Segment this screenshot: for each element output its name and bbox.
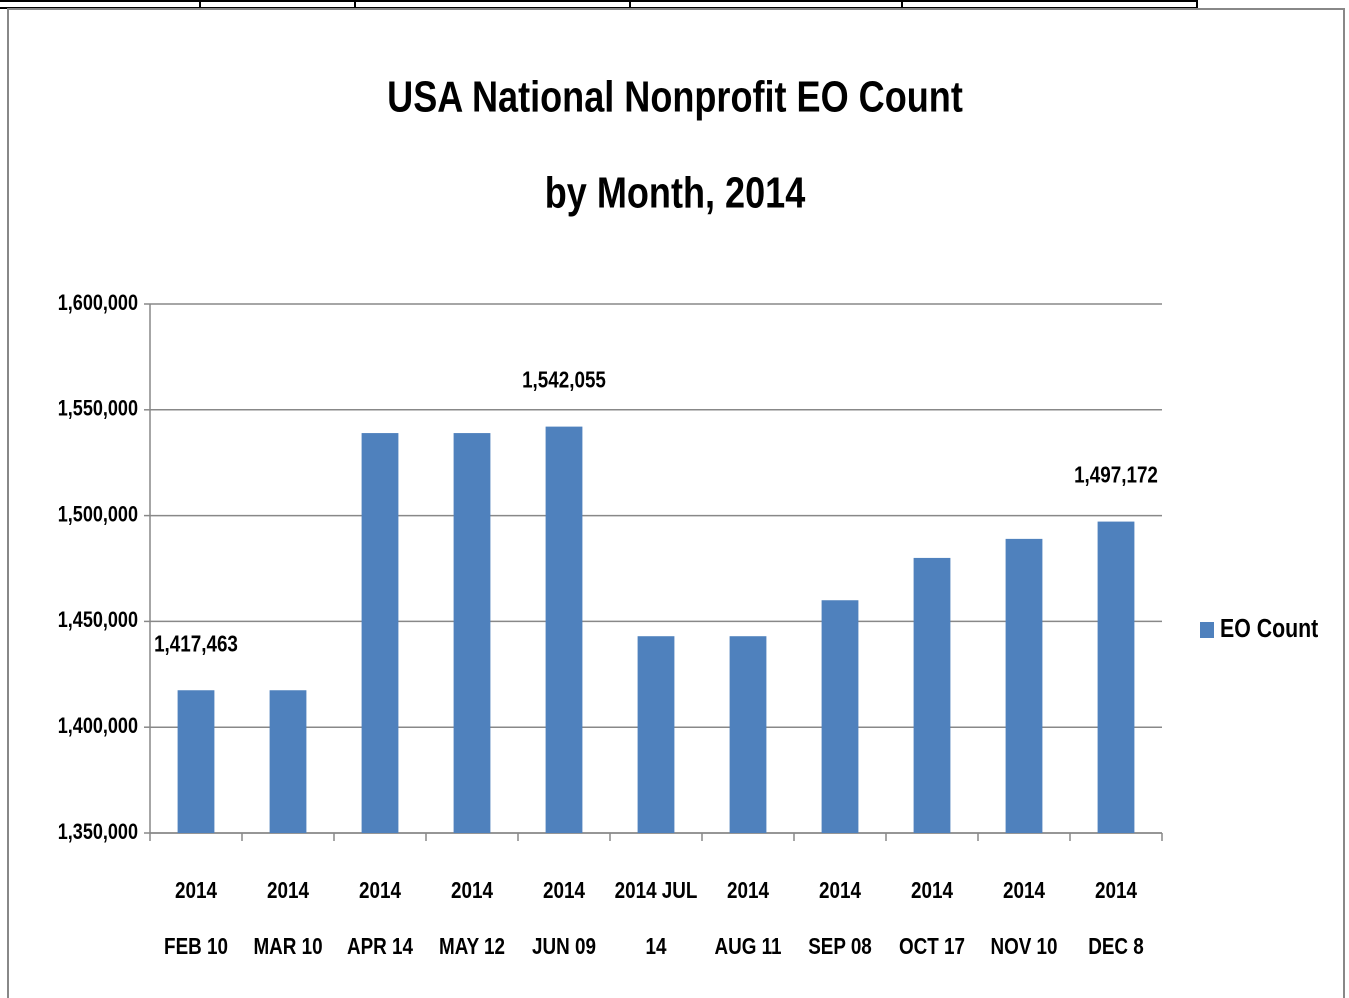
label-group: 14	[646, 934, 667, 959]
label-group: OCT 17	[899, 934, 965, 959]
bar	[1097, 521, 1135, 833]
label-group: 2014	[175, 878, 217, 903]
x-tick-label: 2014	[727, 878, 769, 903]
label-group: 1,497,172	[1074, 463, 1158, 488]
x-tick-label: MAR 10	[253, 934, 322, 959]
bar	[177, 690, 215, 833]
y-tick-label: 1,350,000	[58, 820, 138, 844]
label-group: 1,350,000	[58, 820, 138, 844]
x-tick-label: 2014 JUL	[615, 878, 698, 903]
data-label: 1,417,463	[154, 632, 238, 657]
label-group: JUN 09	[532, 934, 596, 959]
x-tick-label: 2014	[1003, 878, 1045, 903]
x-tick-label: 2014	[175, 878, 217, 903]
label-group: FEB 10	[164, 934, 228, 959]
x-tick-label: 2014	[451, 878, 493, 903]
x-tick-label: MAY 12	[439, 934, 505, 959]
x-tick-label: 2014	[1095, 878, 1137, 903]
label-group: 2014	[1003, 878, 1045, 903]
x-tick-label: FEB 10	[164, 934, 228, 959]
label-group: AUG 11	[714, 934, 781, 959]
table-lines	[0, 0, 1198, 9]
legend-label: EO Count	[1220, 614, 1318, 644]
x-tick-label: APR 14	[347, 934, 413, 959]
y-tick-label: 1,400,000	[58, 714, 138, 738]
label-group: NOV 10	[990, 934, 1057, 959]
bar	[821, 600, 859, 833]
label-group: 2014 JUL	[615, 878, 698, 903]
label-group: 2014	[1095, 878, 1137, 903]
x-tick-label: 2014	[911, 878, 953, 903]
chart-title: by Month, 2014	[545, 168, 806, 217]
title-group: USA National Nonprofit EO Count by Month…	[387, 72, 963, 217]
y-tick-label: 1,450,000	[58, 609, 138, 633]
label-group: 1,417,463	[154, 632, 238, 657]
legend-swatch	[1200, 622, 1214, 638]
chart-frame	[7, 8, 1345, 998]
bar	[729, 636, 767, 833]
label-group: 1,542,055	[522, 368, 606, 393]
label-group: 1,400,000	[58, 714, 138, 738]
x-tick-label: SEP 08	[808, 934, 872, 959]
bar	[545, 426, 583, 833]
x-tick-label: NOV 10	[990, 934, 1057, 959]
y-tick-label: 1,600,000	[58, 291, 138, 315]
label-group: MAY 12	[439, 934, 505, 959]
x-tick-label: DEC 8	[1088, 934, 1144, 959]
bar	[637, 636, 675, 833]
x-tick-label: OCT 17	[899, 934, 965, 959]
chart-title: USA National Nonprofit EO Count	[387, 72, 963, 121]
label-group: 1,550,000	[58, 397, 138, 421]
y-tick-label: 1,500,000	[58, 503, 138, 527]
label-group: 2014	[543, 878, 585, 903]
x-tick-label: 2014	[543, 878, 585, 903]
data-label: 1,542,055	[522, 368, 606, 393]
label-group: 2014	[451, 878, 493, 903]
x-tick-label: AUG 11	[714, 934, 781, 959]
x-tick-label: 2014	[819, 878, 861, 903]
label-group: 1,600,000	[58, 291, 138, 315]
label-group: DEC 8	[1088, 934, 1144, 959]
label-group: MAR 10	[253, 934, 322, 959]
x-tick-label: 2014	[359, 878, 401, 903]
label-group: 2014	[267, 878, 309, 903]
x-tick-label: 14	[646, 934, 667, 959]
bar	[269, 690, 307, 833]
label-group: 1,500,000	[58, 503, 138, 527]
label-group: 2014	[359, 878, 401, 903]
label-group: EO Count	[1220, 614, 1318, 644]
y-tick-label: 1,550,000	[58, 397, 138, 421]
x-tick-label: 2014	[267, 878, 309, 903]
label-group: APR 14	[347, 934, 413, 959]
label-group: 2014	[727, 878, 769, 903]
label-group: 2014	[819, 878, 861, 903]
label-group: 2014	[911, 878, 953, 903]
bar	[913, 557, 951, 833]
label-group: SEP 08	[808, 934, 872, 959]
data-label: 1,497,172	[1074, 463, 1158, 488]
bar	[453, 433, 491, 833]
bar	[1005, 538, 1043, 833]
bar	[361, 433, 399, 833]
x-tick-label: JUN 09	[532, 934, 596, 959]
label-group: 1,450,000	[58, 609, 138, 633]
